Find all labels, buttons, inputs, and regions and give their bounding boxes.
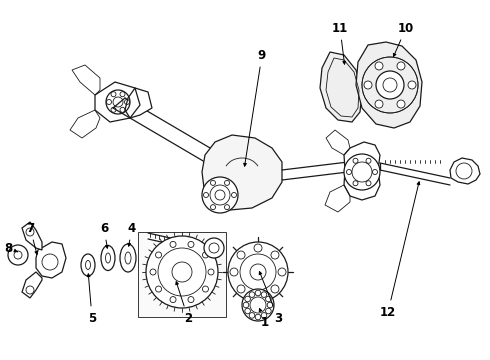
Polygon shape <box>22 272 42 298</box>
Text: 11: 11 <box>332 22 348 64</box>
Polygon shape <box>356 42 422 128</box>
Ellipse shape <box>101 246 115 270</box>
Text: 1: 1 <box>259 309 269 328</box>
Text: 7: 7 <box>26 221 38 254</box>
Polygon shape <box>22 222 42 250</box>
Text: 10: 10 <box>393 22 414 57</box>
Polygon shape <box>125 88 152 118</box>
Circle shape <box>344 154 380 190</box>
Text: 8: 8 <box>4 242 18 255</box>
Circle shape <box>397 62 405 70</box>
Text: 5: 5 <box>87 274 96 324</box>
Polygon shape <box>36 242 66 278</box>
Circle shape <box>204 238 224 258</box>
Text: 6: 6 <box>100 221 108 248</box>
Text: 12: 12 <box>380 182 420 319</box>
Circle shape <box>364 81 372 89</box>
Polygon shape <box>202 135 282 210</box>
Circle shape <box>408 81 416 89</box>
Circle shape <box>242 289 274 321</box>
Text: 2: 2 <box>176 282 192 324</box>
Text: 3: 3 <box>259 271 282 324</box>
Polygon shape <box>320 52 362 122</box>
Text: 4: 4 <box>128 221 136 246</box>
Text: 9: 9 <box>244 49 266 166</box>
Circle shape <box>146 236 218 308</box>
Circle shape <box>376 71 404 99</box>
Circle shape <box>397 100 405 108</box>
Polygon shape <box>450 158 480 184</box>
Circle shape <box>202 177 238 213</box>
Circle shape <box>375 62 383 70</box>
Ellipse shape <box>81 254 95 276</box>
Ellipse shape <box>120 244 136 272</box>
Bar <box>138 232 226 317</box>
Polygon shape <box>344 142 380 200</box>
Circle shape <box>228 242 288 302</box>
Circle shape <box>375 100 383 108</box>
Circle shape <box>8 245 28 265</box>
